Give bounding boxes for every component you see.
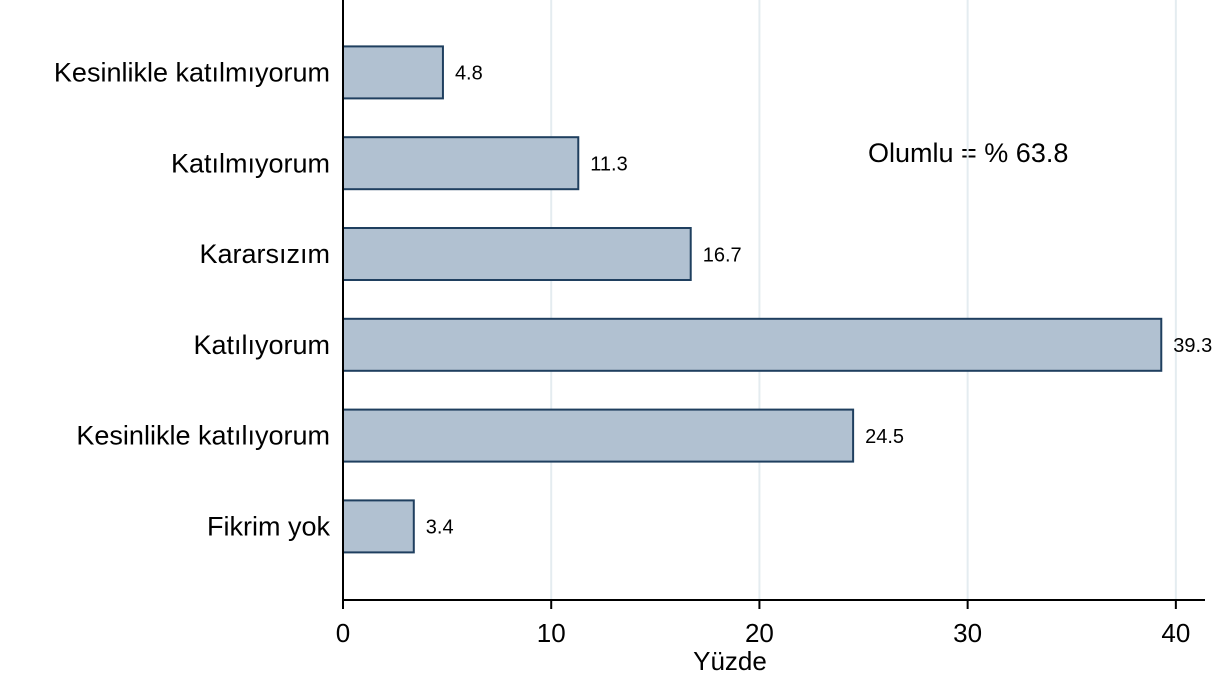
y-tick-label: Kararsızım [199,239,330,269]
y-tick-label: Katılıyorum [193,330,330,360]
value-label: 16.7 [703,244,742,266]
x-tick-label: 20 [745,618,774,648]
bar [342,317,1163,372]
x-tick-label: 40 [1161,618,1190,648]
value-label: 3.4 [426,517,454,539]
bar [342,499,415,554]
y-tick-label: Katılmıyorum [171,148,330,178]
bar [342,45,444,100]
x-tick-label: 30 [953,618,982,648]
value-label: 24.5 [865,426,904,448]
bar [342,227,692,281]
y-tick-label: Kesinlikle katılıyorum [76,421,330,451]
x-tick-label: 0 [336,618,350,648]
x-tick-label: 10 [537,618,566,648]
value-label: 11.3 [590,153,627,175]
y-tick-label: Kesinlikle katılmıyorum [54,58,330,88]
bar [342,408,855,463]
value-label: 4.8 [455,63,483,85]
value-label: 39.3 [1173,335,1212,357]
y-tick-label: Fikrim yok [207,512,330,542]
x-axis-label: Yüzde [693,646,767,676]
bar [342,136,580,191]
